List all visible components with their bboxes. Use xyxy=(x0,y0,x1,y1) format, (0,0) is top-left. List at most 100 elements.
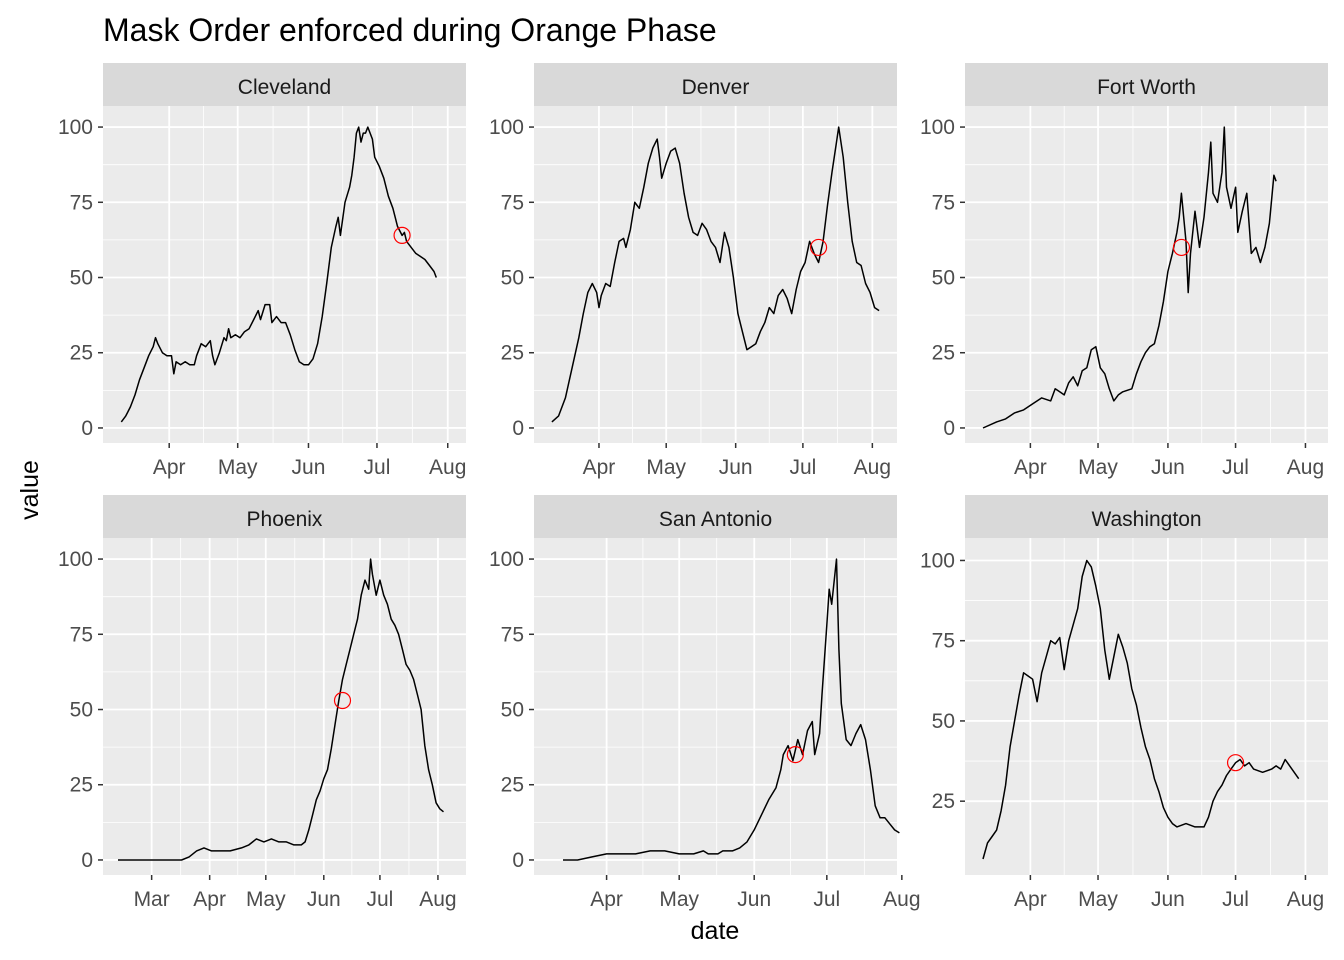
strip-label: Washington xyxy=(1091,508,1201,531)
panel-san-antonio: San Antonio 0 25 50 75 100 Apr May Jun Jul Aug xyxy=(489,495,921,911)
strip-fort-worth xyxy=(965,63,1328,106)
x-tick-label: Jun xyxy=(307,888,341,911)
series-line-san-antonio xyxy=(563,558,900,861)
panel-washington: Washington 25 50 75 100 Apr May Jun Jul Aug xyxy=(920,495,1328,911)
y-tick-label: 75 xyxy=(501,623,524,646)
mask-order-marker xyxy=(1226,754,1245,772)
series-line-washington xyxy=(982,559,1300,860)
panel-background xyxy=(103,106,466,443)
strip-san-antonio xyxy=(534,495,897,538)
y-tick-label: 100 xyxy=(489,548,524,571)
y-tick-label: 25 xyxy=(70,774,93,797)
y-tick-label: 100 xyxy=(58,548,93,571)
x-tick-label: Jul xyxy=(366,888,393,911)
y-tick-label: 0 xyxy=(512,849,524,872)
x-tick-label: May xyxy=(659,888,699,911)
panel-background xyxy=(103,538,466,875)
x-tick-label: Jun xyxy=(292,456,326,479)
strip-label: Phoenix xyxy=(247,508,323,531)
strip-phoenix xyxy=(103,495,466,538)
chart-title: Mask Order enforced during Orange Phase xyxy=(103,12,717,48)
x-tick-label: Aug xyxy=(883,888,920,911)
x-tick-label: Apr xyxy=(1014,456,1047,479)
y-tick-label: 100 xyxy=(489,116,524,139)
strip-label: Fort Worth xyxy=(1097,76,1196,99)
y-tick-label: 50 xyxy=(70,699,93,722)
y-tick-label: 50 xyxy=(501,699,524,722)
y-tick-label: 100 xyxy=(920,116,955,139)
x-tick-label: May xyxy=(246,888,286,911)
panel-fort-worth: Fort Worth 0 25 50 75 100 Apr May Jun Jul Aug xyxy=(920,63,1328,479)
x-tick-label: Aug xyxy=(1287,888,1324,911)
x-tick-label: Jun xyxy=(719,456,753,479)
strip-washington xyxy=(965,495,1328,538)
y-tick-label: 0 xyxy=(81,417,93,440)
x-axis-title: date xyxy=(691,917,740,945)
x-tick-label: Apr xyxy=(1014,888,1047,911)
y-tick-label: 0 xyxy=(943,417,955,440)
mask-order-marker xyxy=(333,691,352,710)
x-tick-label: Jun xyxy=(737,888,771,911)
mask-order-marker xyxy=(809,238,828,257)
series-line-phoenix xyxy=(118,558,444,861)
x-tick-label: May xyxy=(218,456,258,479)
x-tick-label: Apr xyxy=(583,456,616,479)
strip-label: San Antonio xyxy=(659,508,772,531)
y-tick-label: 100 xyxy=(920,549,955,572)
x-tick-label: Apr xyxy=(590,888,623,911)
x-tick-label: Aug xyxy=(419,888,456,911)
y-tick-label: 50 xyxy=(932,710,955,733)
x-tick-label: May xyxy=(646,456,686,479)
x-tick-label: Aug xyxy=(429,456,466,479)
strip-label: Cleveland xyxy=(238,76,331,99)
y-tick-label: 75 xyxy=(932,630,955,653)
y-tick-label: 25 xyxy=(501,774,524,797)
x-tick-label: May xyxy=(1078,456,1118,479)
x-tick-label: Apr xyxy=(193,888,226,911)
y-axis-title: value xyxy=(16,460,44,520)
y-tick-label: 75 xyxy=(70,191,93,214)
y-tick-label: 100 xyxy=(58,116,93,139)
mask-order-marker xyxy=(786,746,804,764)
y-tick-label: 75 xyxy=(932,191,955,214)
x-tick-label: Aug xyxy=(1287,456,1324,479)
mask-order-marker xyxy=(393,226,411,244)
y-tick-label: 0 xyxy=(81,849,93,872)
series-line-fort-worth xyxy=(982,126,1277,429)
panel-background xyxy=(534,106,897,443)
panel-cleveland: Cleveland 0 25 50 75 100 Apr May Jun Jul Aug xyxy=(58,63,466,479)
x-tick-label: May xyxy=(1078,888,1118,911)
y-tick-label: 25 xyxy=(932,790,955,813)
x-tick-label: Aug xyxy=(854,456,891,479)
series-line-denver xyxy=(551,126,880,423)
x-tick-label: Jul xyxy=(1222,456,1249,479)
y-tick-label: 75 xyxy=(501,191,524,214)
y-tick-label: 25 xyxy=(501,342,524,365)
x-tick-label: Jun xyxy=(1151,456,1185,479)
y-tick-label: 0 xyxy=(512,417,524,440)
y-tick-label: 25 xyxy=(70,342,93,365)
y-tick-label: 25 xyxy=(932,342,955,365)
strip-cleveland xyxy=(103,63,466,106)
x-tick-label: Jul xyxy=(364,456,391,479)
panel-background xyxy=(534,538,897,875)
y-tick-label: 50 xyxy=(70,267,93,290)
y-tick-label: 50 xyxy=(501,267,524,290)
y-tick-label: 75 xyxy=(70,623,93,646)
x-tick-label: Apr xyxy=(153,456,186,479)
mask-order-marker xyxy=(1172,238,1191,257)
panel-denver: Denver 0 25 50 75 100 Apr May Jun Jul Aug xyxy=(489,63,897,479)
strip-label: Denver xyxy=(682,76,750,99)
series-line-cleveland xyxy=(120,126,438,423)
panel-background xyxy=(965,538,1328,875)
y-tick-label: 50 xyxy=(932,267,955,290)
x-tick-label: Jul xyxy=(789,456,816,479)
panel-background xyxy=(965,106,1328,443)
panel-phoenix: Phoenix 0 25 50 75 100 Mar Apr May Jun Jul Aug xyxy=(58,495,466,911)
x-tick-label: Jul xyxy=(1222,888,1249,911)
x-tick-label: Jul xyxy=(813,888,840,911)
strip-denver xyxy=(534,63,897,106)
x-tick-label: Jun xyxy=(1151,888,1185,911)
